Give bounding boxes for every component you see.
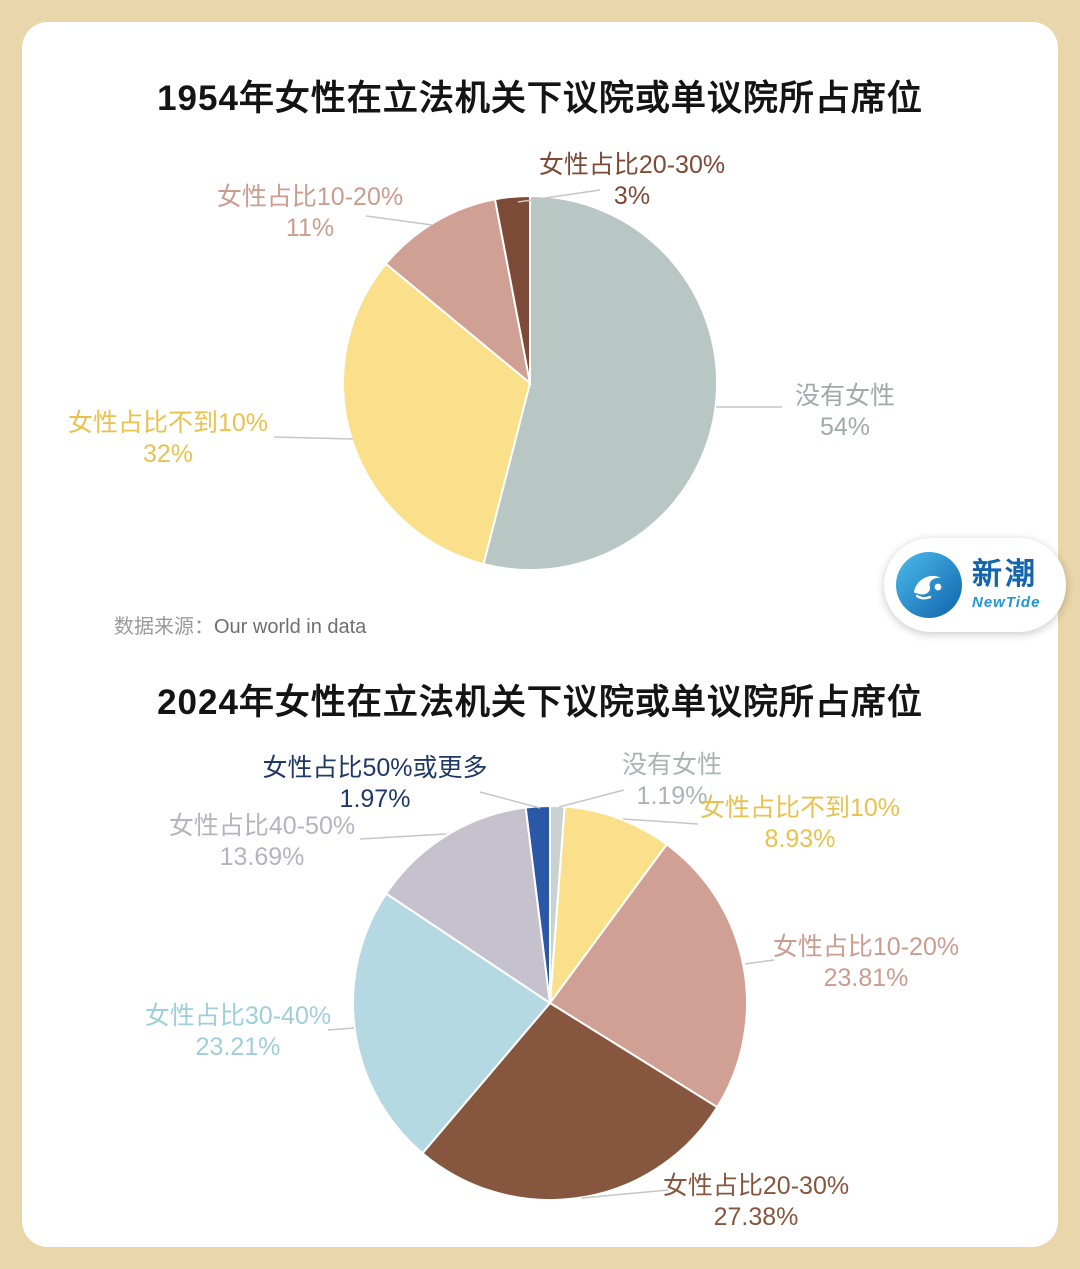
- pie-slice-6: [524, 804, 551, 1004]
- slice-label-3: 女性占比20-30%: [663, 1172, 849, 1200]
- newtide-logo: 新潮 NewTide: [884, 538, 1066, 632]
- logo-chinese-name: 新潮: [972, 558, 1038, 591]
- slice-label-0: 没有女性: [622, 751, 722, 779]
- pie-slice-5: [384, 806, 552, 1006]
- leader-line-2: [365, 215, 433, 226]
- pie-chart-2024: 没有女性 1.19%女性占比不到10% 8.93% 女性占比10-20% 23.81% 女…: [145, 751, 959, 1231]
- slice-label-4: 女性占比30-40%: [145, 1002, 331, 1030]
- chart-title-1954: 1954年女性在立法机关下议院或单议院所占席位: [157, 79, 923, 118]
- infographic-card: 1954年女性在立法机关下议院或单议院所占席位 没有女性 54% 女性占比不到10%…: [22, 22, 1066, 1247]
- slice-value-1: 8.93%: [765, 825, 836, 853]
- pie-slice-1: [548, 805, 669, 1007]
- leader-line-1: [622, 818, 699, 825]
- leader-line-4: [327, 1027, 355, 1031]
- slice-label-2: 女性占比10-20%: [773, 933, 959, 961]
- slice-label-1: 女性占比不到10%: [700, 794, 900, 822]
- newtide-logo-circle: [896, 552, 962, 618]
- slice-label-5: 女性占比40-50%: [169, 812, 355, 840]
- pie-slice-0: [482, 194, 719, 571]
- slice-value-1: 32%: [143, 440, 193, 468]
- slice-value-6: 1.97%: [340, 785, 411, 813]
- leader-line-3: [517, 189, 601, 203]
- slice-value-3: 27.38%: [714, 1203, 799, 1231]
- chart-title-2024: 2024年女性在立法机关下议院或单议院所占席位: [157, 683, 923, 722]
- slice-value-5: 13.69%: [220, 843, 305, 871]
- leader-line-6: [479, 791, 541, 809]
- slice-label-3: 女性占比20-30%: [539, 151, 725, 179]
- data-source-name: Our world in data: [214, 616, 367, 638]
- pie-slice-4: [352, 892, 552, 1155]
- slice-value-3: 3%: [614, 182, 650, 210]
- pie-chart-1954: 没有女性 54% 女性占比不到10% 32% 女性占比10-20% 11% 女性占比20-3…: [68, 151, 895, 571]
- data-source-prefix: 数据来源：: [114, 616, 214, 638]
- slice-value-2: 23.81%: [824, 964, 909, 992]
- slice-value-0: 1.19%: [637, 782, 708, 810]
- slice-value-4: 23.21%: [196, 1033, 281, 1061]
- pie-slice-1: [342, 262, 532, 566]
- data-source-text: 数据来源：Our world in data: [114, 610, 366, 639]
- pie-slice-3: [493, 194, 531, 384]
- slice-label-1: 女性占比不到10%: [68, 409, 268, 437]
- leader-line-5: [359, 833, 447, 840]
- slice-label-0: 没有女性: [795, 382, 895, 410]
- wave-icon: [914, 575, 942, 600]
- leader-line-3: [581, 1189, 669, 1199]
- pie-slice-2: [548, 843, 748, 1109]
- slice-label-2: 女性占比10-20%: [217, 183, 403, 211]
- pie-slice-3: [421, 1001, 719, 1202]
- leader-line-1: [273, 436, 354, 440]
- leader-line-2: [744, 959, 775, 965]
- slice-label-6: 女性占比50%或更多: [262, 754, 487, 782]
- slice-value-2: 11%: [286, 214, 334, 242]
- leader-line-0: [558, 789, 625, 808]
- newtide-logo-text: 新潮 NewTide: [972, 558, 1041, 611]
- pie-slice-2: [384, 198, 532, 386]
- logo-english-name: NewTide: [972, 594, 1041, 611]
- slice-value-0: 54%: [820, 413, 870, 441]
